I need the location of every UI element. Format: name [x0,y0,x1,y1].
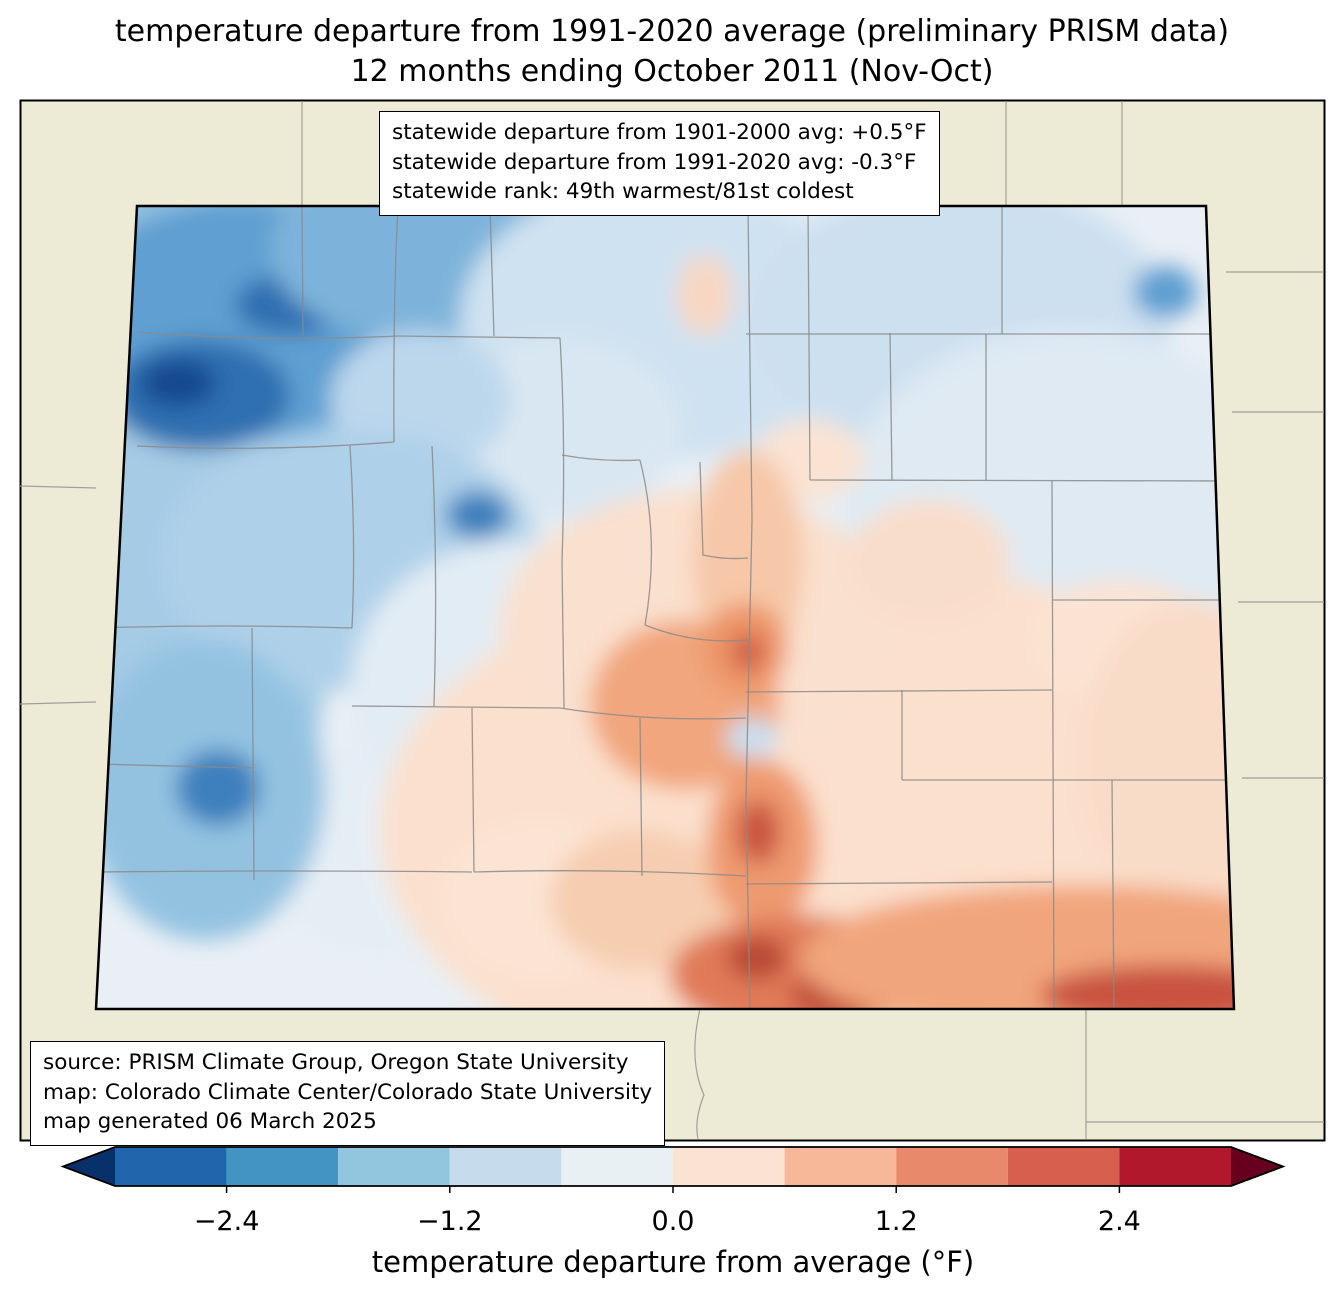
temperature-field [96,206,1234,1009]
colorbar-tick-label: 2.4 [1098,1206,1141,1237]
stats-box: statewide departure from 1901-2000 avg: … [379,111,940,216]
stats-line-1: statewide departure from 1901-2000 avg: … [392,120,927,145]
figure-title: temperature departure from 1991-2020 ave… [0,12,1344,91]
colorbar-segment [673,1147,785,1186]
colorbar-tick-label: 0.0 [652,1206,695,1237]
title-line2: 12 months ending October 2011 (Nov-Oct) [350,53,994,89]
colorbar: −2.4 −1.2 0.0 1.2 2.4 temperature depart… [60,1146,1286,1279]
colorbar-tick-label: −2.4 [194,1206,260,1237]
colorado-county-lines [96,206,1234,1009]
neighbor-county-lines [19,101,1324,1140]
colorbar-segment [1007,1147,1120,1186]
colorbar-right-arrow [1231,1147,1283,1186]
colorbar-tick-label: −1.2 [417,1206,483,1237]
colorbar-tick-marks [225,1186,1121,1193]
colorbar-segment [449,1147,562,1186]
colorbar-segment [1119,1147,1231,1186]
colorbar-segment [226,1147,339,1186]
source-line-3: map generated 06 March 2025 [43,1109,377,1135]
title-line1: temperature departure from 1991-2020 ave… [114,14,1230,49]
stats-line-2: statewide departure from 1991-2020 avg: … [392,149,917,175]
source-box: source: PRISM Climate Group, Oregon Stat… [30,1041,666,1146]
source-line-1: source: PRISM Climate Group, Oregon Stat… [43,1050,629,1075]
colorbar-segment [561,1147,673,1186]
colorbar-outline [60,1146,1286,1187]
source-line-2: map: Colorado Climate Center/Colorado St… [43,1079,653,1105]
colorbar-left-arrow [63,1147,115,1186]
colorbar-segment [784,1147,897,1186]
colorbar-tick-label: 1.2 [875,1206,918,1237]
colorbar-segment [338,1147,450,1186]
colorbar-axis-label: temperature departure from average (°F) [372,1245,974,1279]
colorbar-segment [115,1147,227,1186]
colorbar-segment [896,1147,1008,1186]
stats-line-3: statewide rank: 49th warmest/81st coldes… [392,179,854,205]
